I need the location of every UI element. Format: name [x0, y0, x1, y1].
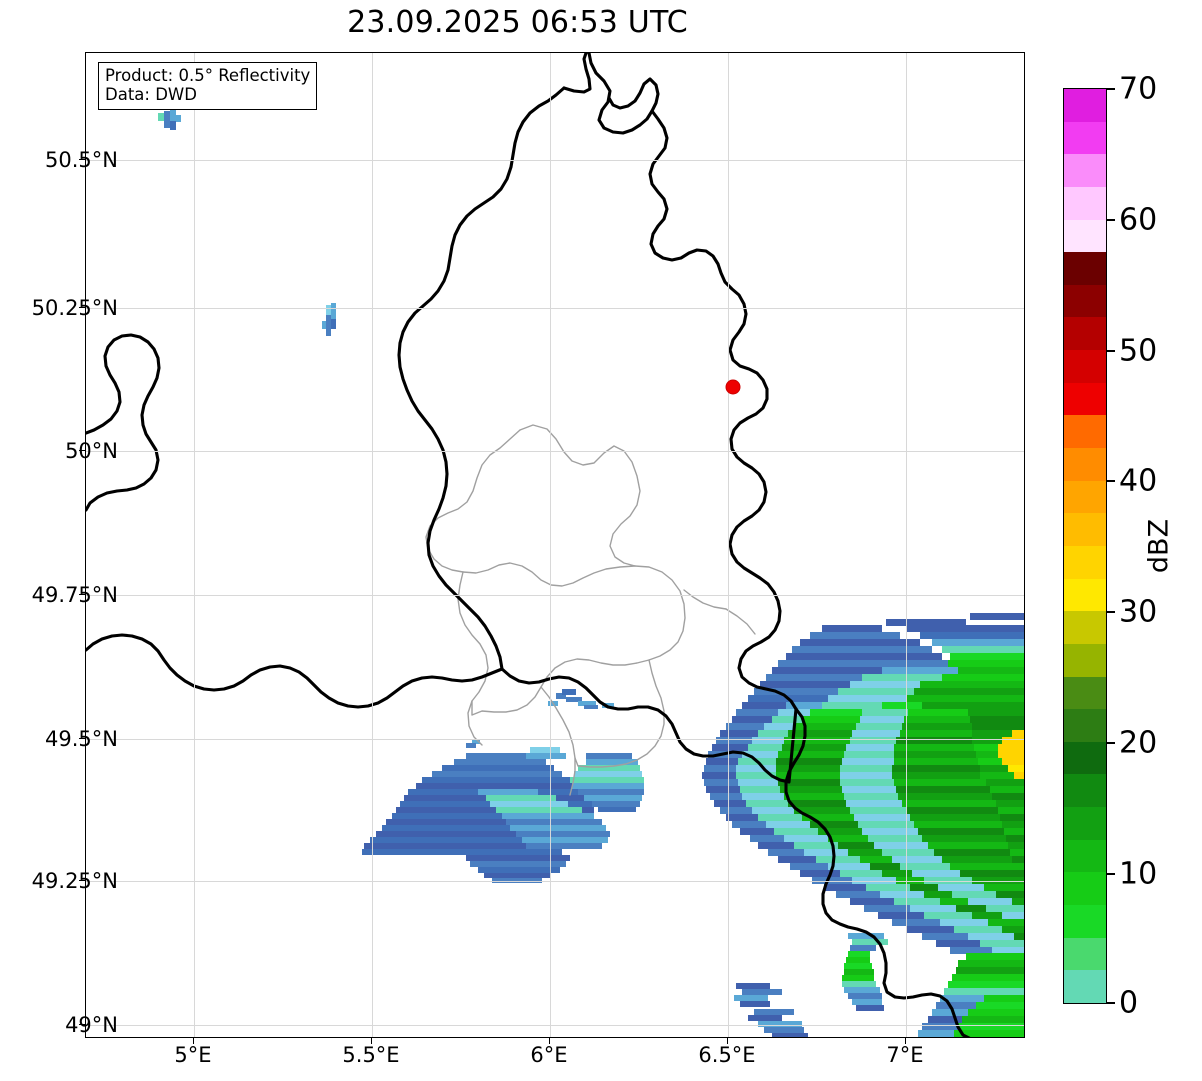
x-axis-label: 7°E: [886, 1043, 924, 1067]
map-clip: [86, 53, 1024, 1037]
y-axis-label: 49.25°N: [31, 869, 118, 893]
colorbar-tick-label: 70: [1119, 71, 1158, 107]
colorbar-band: [1064, 121, 1106, 155]
gridline-vertical: [728, 53, 729, 1037]
colorbar-band: [1064, 709, 1106, 742]
colorbar-tick: [1107, 480, 1115, 482]
colorbar-band: [1064, 676, 1106, 710]
colorbar-band: [1064, 252, 1106, 285]
colorbar-tick-label: 40: [1119, 463, 1158, 499]
gridline-horizontal: [86, 595, 1024, 596]
y-axis-label: 49°N: [65, 1013, 118, 1037]
colorbar-band: [1064, 219, 1106, 253]
colorbar-band: [1064, 154, 1106, 187]
colorbar-band: [1064, 415, 1106, 449]
colorbar-band: [1064, 448, 1106, 481]
y-axis-label: 50.5°N: [45, 148, 118, 172]
colorbar-tick-label: 10: [1119, 856, 1158, 892]
y-axis-label: 50.25°N: [31, 296, 118, 320]
colorbar-title: dBZ: [1143, 518, 1175, 574]
colorbar-band: [1064, 480, 1106, 514]
colorbar-band: [1064, 937, 1106, 971]
x-axis-label: 6°E: [530, 1043, 568, 1067]
y-axis-label: 49.75°N: [31, 583, 118, 607]
colorbar-tick: [1107, 611, 1115, 613]
gridline-horizontal: [86, 881, 1024, 882]
colorbar-tick: [1107, 742, 1115, 744]
colorbar-band: [1064, 284, 1106, 318]
colorbar-band: [1064, 970, 1106, 1003]
colorbar-tick-label: 20: [1119, 725, 1158, 761]
colorbar-band: [1064, 905, 1106, 938]
y-axis-label: 50°N: [65, 439, 118, 463]
echo-cell-northwest: [158, 109, 181, 130]
map-graphics: [86, 53, 1024, 1037]
colorbar-band: [1064, 578, 1106, 612]
colorbar-band: [1064, 317, 1106, 351]
echo-cell-north-central: [322, 303, 336, 336]
radar-echo-layer: [158, 109, 1024, 1037]
colorbar-tick: [1107, 350, 1115, 352]
colorbar-tick-label: 0: [1119, 985, 1139, 1021]
gridline-vertical: [194, 53, 195, 1037]
gridline-horizontal: [86, 739, 1024, 740]
colorbar-band: [1064, 89, 1106, 122]
page-title: 23.09.2025 06:53 UTC: [347, 5, 688, 40]
x-axis-label: 5.5°E: [342, 1043, 400, 1067]
colorbar-tick-label: 30: [1119, 594, 1158, 630]
colorbar[interactable]: 70 60 50 40 30 20 10 0 dBZ: [1063, 72, 1202, 1021]
gridline-horizontal: [86, 160, 1024, 161]
colorbar-tick: [1107, 1002, 1115, 1004]
colorbar-band: [1064, 807, 1106, 840]
colorbar-tick: [1107, 88, 1115, 90]
colorbar-tick: [1107, 219, 1115, 221]
colorbar-band: [1064, 741, 1106, 775]
echo-band-south-luxembourg: [362, 689, 644, 883]
gridline-horizontal: [86, 451, 1024, 452]
gridline-vertical: [550, 53, 551, 1037]
colorbar-band: [1064, 643, 1106, 677]
gridline-horizontal: [86, 1025, 1024, 1026]
gridline-vertical: [906, 53, 907, 1037]
colorbar-band: [1064, 774, 1106, 808]
colorbar-band: [1064, 350, 1106, 383]
colorbar-band: [1064, 872, 1106, 906]
national-borders: [86, 53, 971, 1037]
colorbar-band: [1064, 513, 1106, 546]
gridline-vertical: [372, 53, 373, 1037]
colorbar-gradient[interactable]: [1063, 88, 1107, 1004]
colorbar-band: [1064, 545, 1106, 579]
x-axis-label: 6.5°E: [698, 1043, 756, 1067]
radar-site-marker[interactable]: [725, 379, 741, 395]
colorbar-band: [1064, 186, 1106, 220]
product-line: Product: 0.5° Reflectivity: [105, 66, 311, 85]
product-info-box: Product: 0.5° Reflectivity Data: DWD: [98, 62, 318, 110]
colorbar-tick-label: 60: [1119, 202, 1158, 238]
map-plot-area[interactable]: Product: 0.5° Reflectivity Data: DWD: [85, 52, 1025, 1038]
colorbar-band: [1064, 382, 1106, 416]
colorbar-tick: [1107, 873, 1115, 875]
colorbar-band: [1064, 839, 1106, 873]
y-axis-label: 49.5°N: [45, 727, 118, 751]
colorbar-band: [1064, 611, 1106, 644]
data-source-line: Data: DWD: [105, 85, 197, 105]
echo-cluster-southeast: [702, 613, 1024, 1037]
gridline-horizontal: [86, 308, 1024, 309]
x-axis-label: 5°E: [174, 1043, 212, 1067]
admin-boundaries: [425, 424, 756, 796]
colorbar-tick-label: 50: [1119, 333, 1158, 369]
